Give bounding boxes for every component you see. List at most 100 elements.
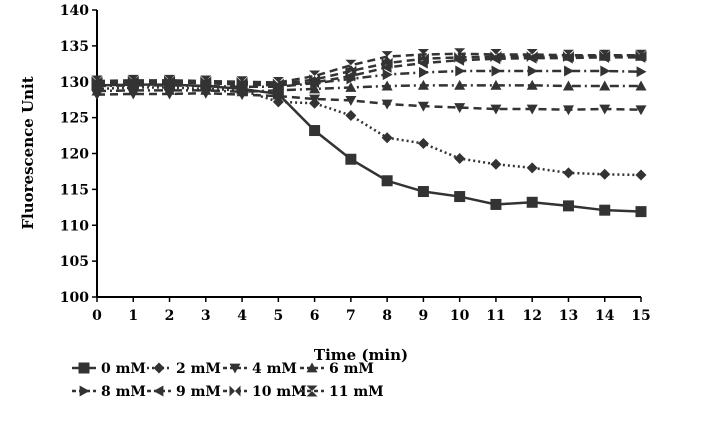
series-2-mm [91, 81, 647, 181]
legend-item: 10 mM [223, 384, 307, 400]
data-point [345, 109, 357, 121]
data-point [635, 105, 647, 116]
legend-marker [306, 385, 318, 397]
data-point [345, 96, 357, 106]
data-point [417, 137, 429, 149]
data-point [562, 167, 574, 179]
data-point [562, 200, 574, 212]
x-tick-label: 11 [486, 308, 505, 324]
legend-item: 2 mM [147, 361, 221, 377]
x-tick-label: 14 [595, 308, 615, 324]
legend-item: 4 mM [223, 361, 297, 377]
data-point [309, 94, 321, 105]
x-tick-label: 10 [450, 308, 470, 324]
x-tick-label: 13 [559, 308, 578, 324]
data-point [127, 84, 139, 95]
data-point [454, 153, 466, 165]
data-point [272, 76, 284, 88]
data-point [490, 79, 502, 90]
series-line [96, 86, 642, 177]
data-point [345, 153, 357, 165]
y-tick-label: 130 [60, 75, 89, 91]
data-point [127, 74, 139, 86]
legend-marker [229, 385, 241, 397]
legend: 0 mM 2 mM 4 mM 6 mM 8 mM 9 mM 10 mM 11 mM [72, 361, 384, 400]
data-point [309, 83, 321, 94]
data-point [454, 79, 466, 90]
y-tick-label: 140 [60, 3, 89, 19]
y-tick-label: 105 [60, 254, 89, 270]
series-line [96, 52, 641, 84]
data-point [309, 125, 321, 137]
x-tick-label: 4 [237, 308, 247, 324]
series-4-mm [91, 88, 647, 116]
data-point [635, 169, 647, 181]
data-point [200, 84, 212, 95]
x-tick-label: 2 [165, 308, 175, 324]
data-point [382, 69, 393, 81]
series-6-mm [91, 79, 647, 97]
x-tick-label: 15 [631, 308, 650, 324]
x-axis-label: Time (min) [314, 346, 408, 364]
data-point [309, 70, 321, 82]
data-point [526, 48, 538, 60]
data-point [635, 49, 647, 61]
data-point [381, 51, 393, 63]
data-point [599, 80, 611, 91]
data-point [236, 76, 248, 88]
y-tick-label: 125 [60, 111, 89, 127]
series-layer [91, 48, 647, 218]
legend-label: 8 mM [101, 384, 146, 400]
x-tick-label: 7 [346, 308, 356, 324]
data-point [636, 66, 647, 78]
y-tick-label: 135 [60, 39, 89, 55]
x-tick-label: 12 [522, 308, 541, 324]
data-point [381, 80, 393, 91]
data-point [490, 198, 502, 210]
series-line [96, 56, 641, 87]
y-axis-label: Fluorescence Unit [19, 76, 37, 229]
legend-label: 6 mM [329, 361, 374, 377]
data-point [564, 65, 574, 77]
data-point [455, 65, 466, 77]
data-point [417, 101, 429, 112]
data-point [417, 79, 429, 90]
data-point [490, 104, 502, 115]
data-point [526, 79, 538, 90]
y-tick-label: 110 [60, 218, 89, 234]
data-point [345, 81, 357, 92]
data-point [381, 99, 393, 110]
legend-label: 4 mM [252, 361, 297, 377]
series-line [96, 69, 642, 89]
legend-item: 6 mM [300, 361, 374, 377]
data-point [599, 204, 611, 216]
series-0-mm [91, 79, 647, 218]
series-line [96, 91, 642, 111]
data-point [419, 66, 429, 78]
legend-label: 9 mM [176, 384, 221, 400]
legend-label: 10 mM [252, 384, 307, 400]
y-tick-label: 115 [60, 182, 89, 198]
legend-label: 2 mM [176, 361, 221, 377]
data-point [200, 75, 212, 87]
legend-item: 8 mM [72, 384, 146, 400]
data-point [562, 49, 574, 61]
y-tick-label: 100 [60, 290, 89, 306]
data-point [91, 75, 103, 87]
data-point [526, 162, 538, 174]
data-point [599, 168, 611, 180]
series-line [96, 84, 641, 94]
data-point [236, 86, 248, 97]
data-point [381, 175, 393, 187]
series-11-mm [91, 48, 647, 88]
data-point [272, 96, 284, 108]
data-point [381, 132, 393, 144]
x-tick-label: 3 [201, 308, 211, 324]
data-point [345, 70, 356, 82]
data-point [562, 105, 574, 116]
data-point [491, 65, 502, 77]
data-point [635, 206, 647, 218]
series-line [96, 54, 641, 86]
data-point [599, 104, 611, 115]
